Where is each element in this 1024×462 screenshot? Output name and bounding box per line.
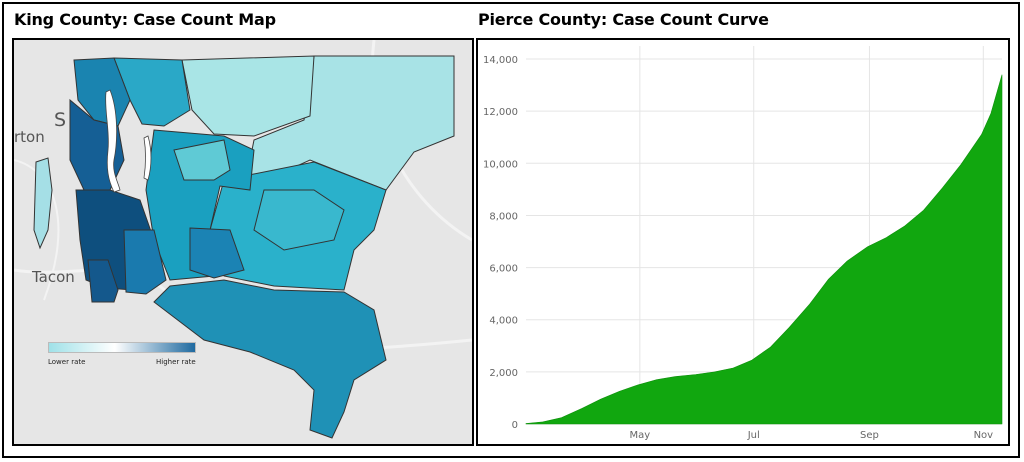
place-label-seattle: S (54, 109, 66, 131)
case-count-chart: 02,0004,0006,0008,00010,00012,00014,000 … (483, 46, 1003, 441)
y-tick-label: 4,000 (489, 316, 518, 327)
place-label-tacoma: Tacon (31, 268, 75, 286)
county-region-east-mid (253, 189, 345, 251)
choropleth-map: rton S Tacon (14, 40, 472, 439)
y-tick-label: 8,000 (489, 211, 518, 222)
county-region-southeast (153, 279, 387, 439)
y-tick-label: 2,000 (489, 368, 518, 379)
county-region-south-mid (123, 229, 167, 295)
place-label-burton: rton (14, 128, 45, 146)
county-region-inner-east (173, 139, 231, 181)
chart-title: Pierce County: Case Count Curve (478, 10, 769, 29)
x-tick-label: May (630, 430, 651, 441)
x-tick-label: Sep (860, 430, 879, 441)
x-tick-label: Nov (974, 430, 994, 441)
case-count-area (525, 74, 1003, 425)
y-tick-label: 14,000 (483, 55, 518, 66)
lake-sammamish (143, 135, 152, 181)
y-axis: 0 2,000 4,000 6,000 8,000 10,000 12,000 14,000 (483, 55, 518, 431)
county-region-south-west (87, 259, 119, 303)
y-tick-label: 6,000 (489, 264, 518, 275)
legend-low-label: Lower rate (48, 358, 86, 366)
map-panel: rton S Tacon Lower rate Higher rate (12, 38, 474, 446)
lake-washington (105, 89, 121, 193)
x-axis: May Jul Sep Nov (630, 430, 994, 441)
county-region-northeast (181, 55, 315, 137)
y-tick-label: 0 (512, 420, 518, 431)
map-legend-bar (48, 342, 196, 353)
legend-high-label: Higher rate (156, 358, 196, 366)
y-tick-label: 10,000 (483, 159, 518, 170)
county-region-vashon (33, 157, 53, 250)
y-tick-label: 12,000 (483, 107, 518, 118)
county-region-south-east-inner (189, 227, 245, 279)
chart-area-group (525, 74, 1003, 425)
x-tick-label: Jul (747, 430, 760, 441)
chart-panel: 0 2,000 4,000 6,000 8,000 10,000 12,000 14,000 … (476, 38, 1010, 446)
map-title: King County: Case Count Map (14, 10, 276, 29)
